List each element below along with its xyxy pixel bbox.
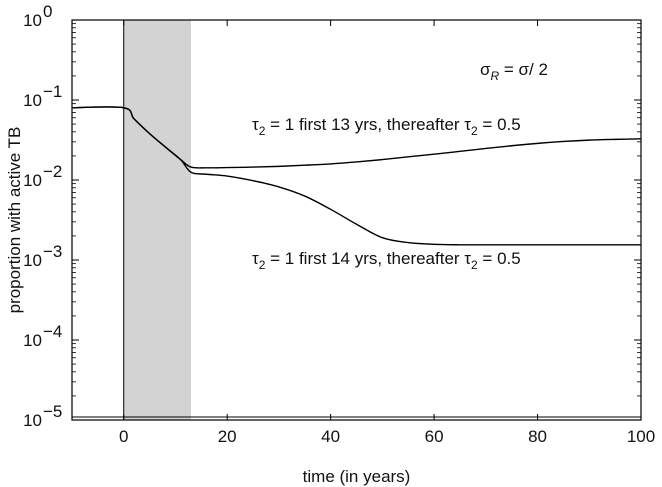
annotation-13-tail: = 0.5 [478, 115, 521, 134]
tau-subscript: 2 [471, 258, 478, 272]
plot-frame [71, 19, 642, 421]
y-tick-exponent: −2 [43, 162, 62, 181]
y-tick-base: 10 [23, 411, 42, 430]
y-tick-label: 10 [23, 171, 42, 190]
tau-subscript: 2 [259, 258, 266, 272]
annotation-14-middle: = 1 first 14 yrs, thereafter [265, 249, 464, 268]
x-tick-label: 100 [627, 427, 655, 446]
sigma-subscript: R [491, 69, 500, 83]
y-tick-base: 10 [23, 251, 42, 270]
annotation-13-middle: = 1 first 13 yrs, thereafter [265, 115, 464, 134]
y-tick-exponent: −1 [43, 82, 62, 101]
y-axis-label: proportion with active TB [5, 127, 24, 314]
x-axis-label: time (in years) [303, 467, 411, 486]
y-tick-exponent: −5 [43, 402, 62, 421]
x-tick-label: 60 [425, 427, 444, 446]
series-lines [71, 106, 642, 246]
y-tick-base: 10 [23, 91, 42, 110]
series-line-14yrs [71, 106, 641, 246]
x-tick-label: 20 [218, 427, 237, 446]
y-tick-label: 10 [23, 251, 42, 270]
y-tick-label: 10 [23, 331, 42, 350]
sigma-annotation: σR = σ/ 2 [480, 60, 548, 83]
y-tick-base: 10 [23, 171, 42, 190]
annotation-13yrs: τ2 = 1 first 13 yrs, thereafter τ2 = 0.5 [252, 115, 521, 138]
y-tick-label: 10 [23, 11, 42, 30]
y-tick-exponent: −4 [43, 322, 62, 341]
y-tick-base: 10 [23, 11, 42, 30]
sigma-rest: = σ/ 2 [499, 60, 548, 79]
axis-ticks [72, 19, 642, 421]
y-tick-exponent: 0 [43, 2, 52, 21]
y-tick-label: 10 [23, 91, 42, 110]
tau-subscript: 2 [471, 124, 478, 138]
x-tick-label: 80 [528, 427, 547, 446]
y-tick-base: 10 [23, 331, 42, 350]
intervention-shaded-region [123, 20, 191, 420]
y-tick-label: 10 [23, 411, 42, 430]
y-tick-exponent: −3 [43, 242, 62, 261]
tau-symbol: τ [464, 115, 471, 134]
annotation-14yrs: τ2 = 1 first 14 yrs, thereafter τ2 = 0.5 [252, 249, 521, 272]
tau-symbol: τ [252, 115, 259, 134]
tau-subscript: 2 [259, 124, 266, 138]
x-tick-label: 0 [119, 427, 128, 446]
annotation-14-tail: = 0.5 [478, 249, 521, 268]
tau-symbol: τ [464, 249, 471, 268]
x-tick-label: 40 [321, 427, 340, 446]
tau-symbol: τ [252, 249, 259, 268]
sigma-symbol: σ [480, 60, 491, 79]
